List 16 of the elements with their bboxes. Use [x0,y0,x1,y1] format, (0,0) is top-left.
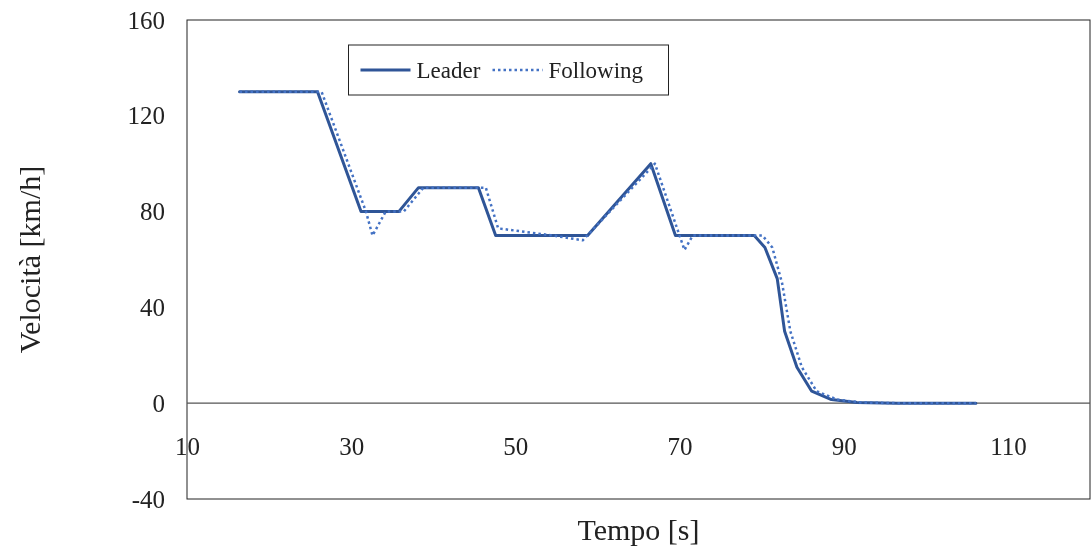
y-axis-title: Velocità [km/h] [13,165,46,354]
y-tick-label: 120 [127,102,165,130]
y-tick-label: 80 [140,198,165,226]
x-tick-label: 30 [339,432,365,460]
x-tick-label: 90 [831,432,857,460]
x-tick-label: 70 [667,432,693,460]
x-tick-label: 110 [990,432,1027,460]
y-tick-label: 40 [140,293,165,321]
legend-label: Following [548,58,644,83]
x-axis-title: Tempo [s] [577,513,700,546]
x-tick-label: 50 [503,432,529,460]
y-tick-label: 160 [127,6,165,34]
legend-label: Leader [416,58,481,83]
x-tick-label: 10 [175,432,200,460]
y-tick-label: -40 [131,485,165,513]
y-tick-label: 0 [152,389,165,417]
